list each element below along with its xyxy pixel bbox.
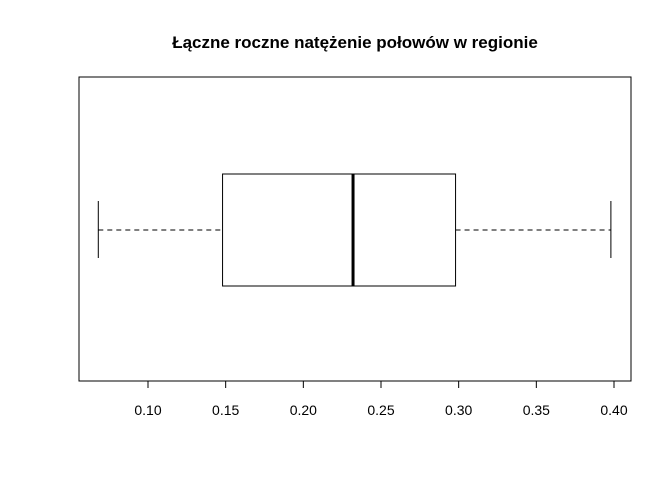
- boxplot: [97, 173, 612, 287]
- x-axis: 0.10 0.15 0.20 0.25 0.30 0.35 0.40: [134, 380, 628, 418]
- x-tick-label: 0.15: [212, 402, 239, 418]
- interquartile-box: [222, 173, 457, 287]
- x-tick-label: 0.35: [523, 402, 550, 418]
- x-tick-label: 0.10: [134, 402, 161, 418]
- x-tick-label: 0.25: [367, 402, 394, 418]
- chart-title: Łączne roczne natężenie połowów w region…: [172, 33, 538, 52]
- x-tick-label: 0.40: [600, 402, 627, 418]
- x-tick-label: 0.30: [445, 402, 472, 418]
- x-tick-label: 0.20: [290, 402, 317, 418]
